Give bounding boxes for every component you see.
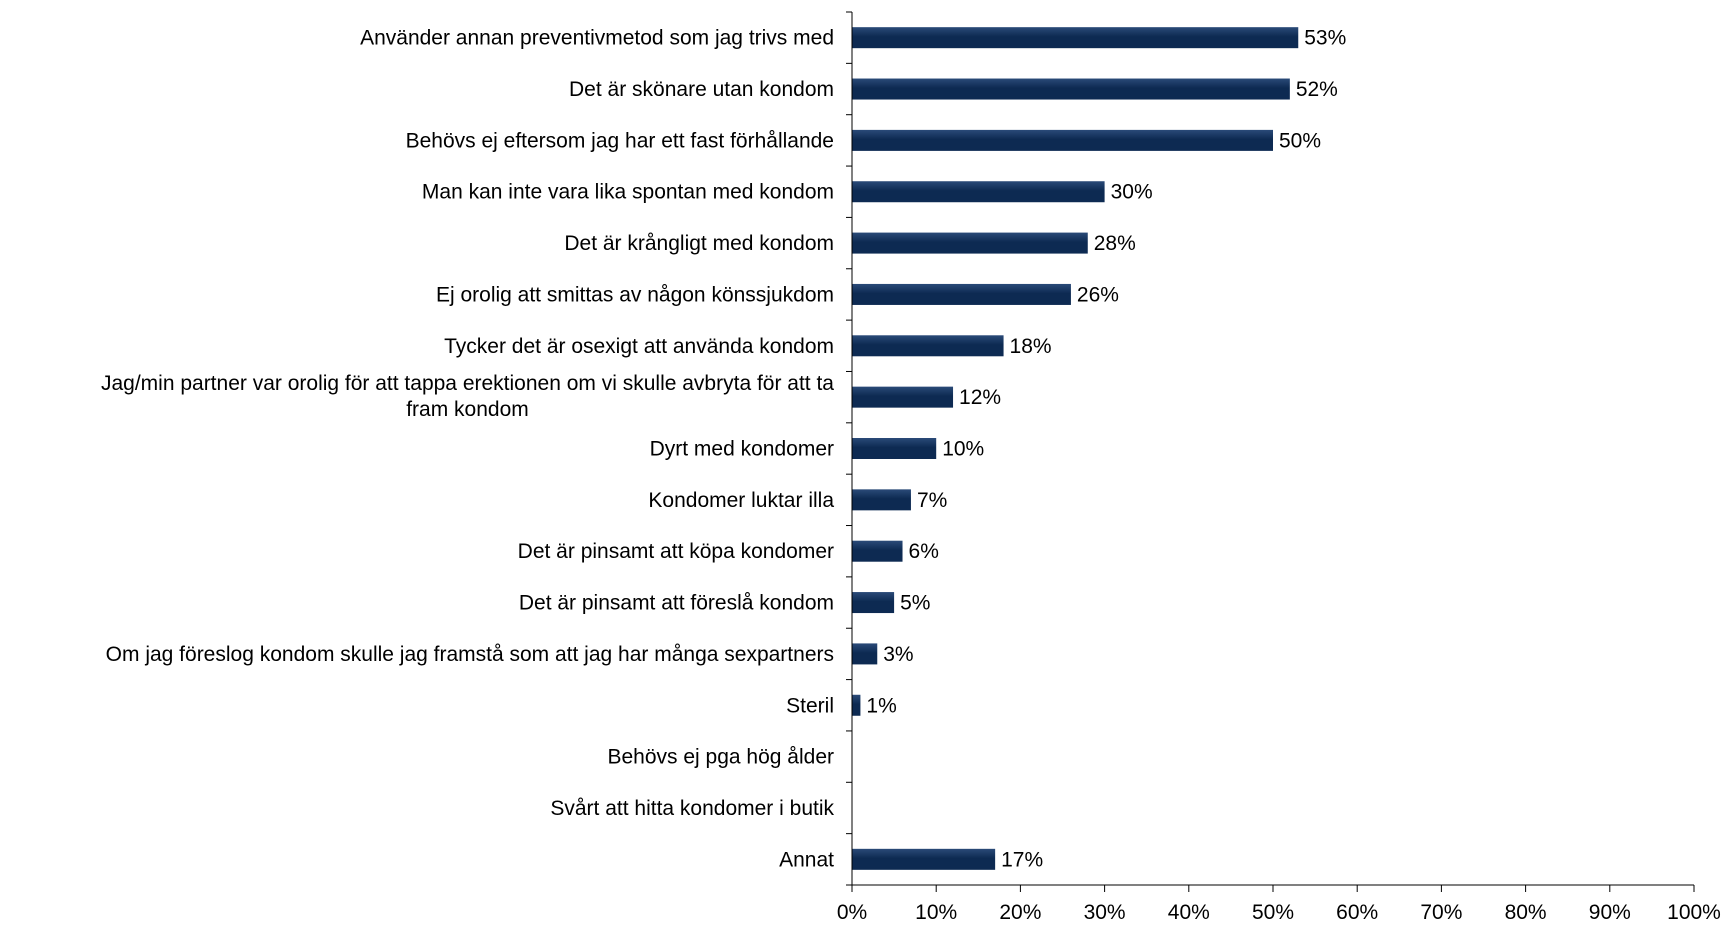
bar <box>852 643 878 665</box>
value-labels-group: 53% 52% 50% 30% 28% 26% 18% 12% 10% 7% 6% 5% 3% 1% 17% <box>866 27 1346 872</box>
category-labels-group: Använder annan preventivmetod som jag tr… <box>101 27 835 872</box>
category-label: Man kan inte vara lika spontan med kondo… <box>422 181 834 204</box>
bar <box>852 592 895 614</box>
axes-group: 0% 10% 20% 30% 40% 50% 60% 70% 80% 90% 100% <box>837 11 1721 924</box>
data-label: 5% <box>900 592 930 615</box>
x-tick-label: 10% <box>915 901 957 924</box>
x-tick-label: 100% <box>1667 901 1721 924</box>
bar <box>852 489 911 511</box>
data-label: 28% <box>1094 232 1136 255</box>
category-label: Annat <box>779 848 834 871</box>
x-tick-label: 20% <box>999 901 1041 924</box>
category-label: Jag/min partner var orolig för att tappa… <box>101 372 834 421</box>
category-label: Dyrt med kondomer <box>650 438 834 461</box>
x-tick-label: 30% <box>1084 901 1126 924</box>
bar <box>852 27 1299 49</box>
data-label: 30% <box>1111 181 1153 204</box>
bar <box>852 848 996 870</box>
category-label: Svårt att hitta kondomer i butik <box>550 797 834 820</box>
category-label: Om jag föreslog kondom skulle jag framst… <box>106 643 834 666</box>
data-label: 1% <box>866 694 896 717</box>
x-tick-label: 70% <box>1420 901 1462 924</box>
bar <box>852 283 1071 305</box>
bar <box>852 129 1273 151</box>
category-label-line: fram kondom <box>406 398 529 421</box>
category-label: Behövs ej pga hög ålder <box>608 746 835 769</box>
data-label: 53% <box>1304 27 1346 50</box>
x-tick-label: 90% <box>1589 901 1631 924</box>
data-label: 26% <box>1077 283 1119 306</box>
category-label: Det är krångligt med kondom <box>564 232 834 255</box>
category-label: Det är pinsamt att köpa kondomer <box>518 540 834 563</box>
bar <box>852 694 861 716</box>
data-label: 12% <box>959 386 1001 409</box>
bar <box>852 181 1105 203</box>
data-label: 17% <box>1001 848 1043 871</box>
bars-group <box>852 27 1299 870</box>
x-tick-label: 50% <box>1252 901 1294 924</box>
category-label: Behövs ej eftersom jag har ett fast förh… <box>406 129 834 152</box>
category-label: Kondomer luktar illa <box>648 489 834 512</box>
data-label: 6% <box>909 540 939 563</box>
category-label: Tycker det är osexigt att använda kondom <box>444 335 834 358</box>
x-tick-label: 0% <box>837 901 867 924</box>
data-label: 50% <box>1279 129 1321 152</box>
bar <box>852 335 1004 357</box>
data-label: 10% <box>942 438 984 461</box>
category-label-line: Jag/min partner var orolig för att tappa… <box>101 372 834 395</box>
data-label: 3% <box>883 643 913 666</box>
x-tick-label: 60% <box>1336 901 1378 924</box>
category-label: Det är skönare utan kondom <box>569 78 834 101</box>
bar <box>852 540 903 562</box>
bar <box>852 386 954 408</box>
bar <box>852 438 937 459</box>
bar <box>852 78 1290 100</box>
data-label: 18% <box>1010 335 1052 358</box>
bar <box>852 232 1088 254</box>
data-label: 7% <box>917 489 947 512</box>
category-label: Det är pinsamt att föreslå kondom <box>519 592 834 615</box>
x-tick-label: 80% <box>1505 901 1547 924</box>
category-label: Steril <box>786 694 834 717</box>
data-label: 52% <box>1296 78 1338 101</box>
category-label: Använder annan preventivmetod som jag tr… <box>360 27 834 50</box>
x-tick-label: 40% <box>1168 901 1210 924</box>
category-label: Ej orolig att smittas av någon könssjukd… <box>436 283 834 306</box>
